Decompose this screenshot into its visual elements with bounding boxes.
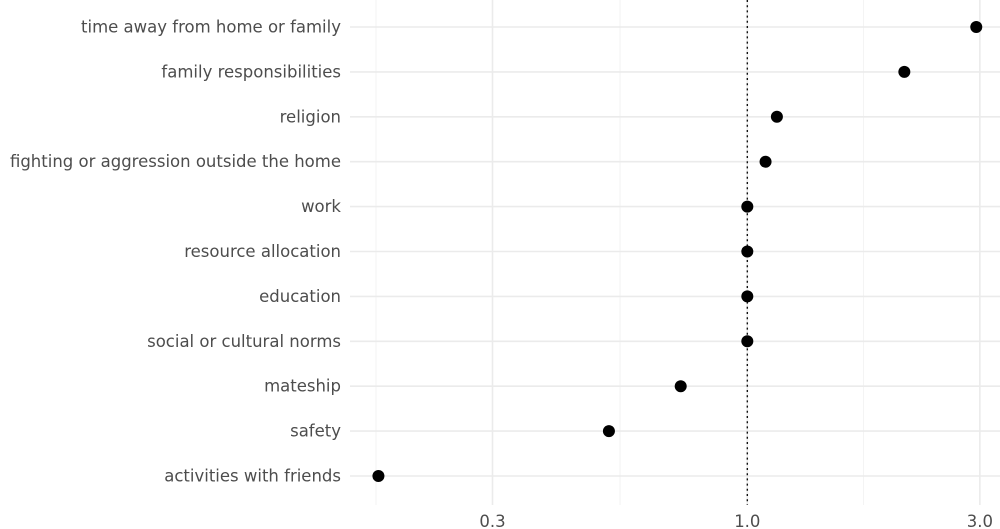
category-label: social or cultural norms bbox=[147, 332, 341, 351]
data-point bbox=[770, 110, 783, 123]
data-points bbox=[372, 21, 983, 482]
data-point bbox=[602, 425, 615, 438]
data-point bbox=[674, 380, 687, 393]
category-label: mateship bbox=[264, 377, 341, 396]
category-label: religion bbox=[280, 107, 341, 126]
category-label: resource allocation bbox=[184, 242, 341, 261]
data-point bbox=[741, 245, 754, 258]
category-label: safety bbox=[290, 422, 341, 441]
category-label: time away from home or family bbox=[81, 18, 341, 37]
category-labels: time away from home or family family resp… bbox=[10, 18, 341, 486]
data-point bbox=[970, 21, 983, 33]
x-tick-label: 3.0 bbox=[967, 512, 993, 529]
data-point bbox=[741, 290, 754, 303]
grid-layer bbox=[350, 0, 1000, 505]
data-point bbox=[759, 155, 772, 168]
data-point bbox=[898, 65, 911, 78]
x-tick-label: 0.3 bbox=[479, 512, 505, 529]
category-label: education bbox=[259, 287, 341, 306]
x-tick-label: 1.0 bbox=[734, 512, 760, 529]
x-axis-tick-labels: 0.3 1.0 3.0 bbox=[479, 512, 993, 529]
category-label: activities with friends bbox=[164, 467, 341, 486]
data-point bbox=[372, 470, 385, 482]
data-point bbox=[741, 335, 754, 348]
category-label: work bbox=[301, 197, 341, 216]
data-point bbox=[741, 200, 754, 213]
category-label: fighting or aggression outside the home bbox=[10, 152, 341, 171]
category-label: family responsibilities bbox=[161, 62, 341, 81]
